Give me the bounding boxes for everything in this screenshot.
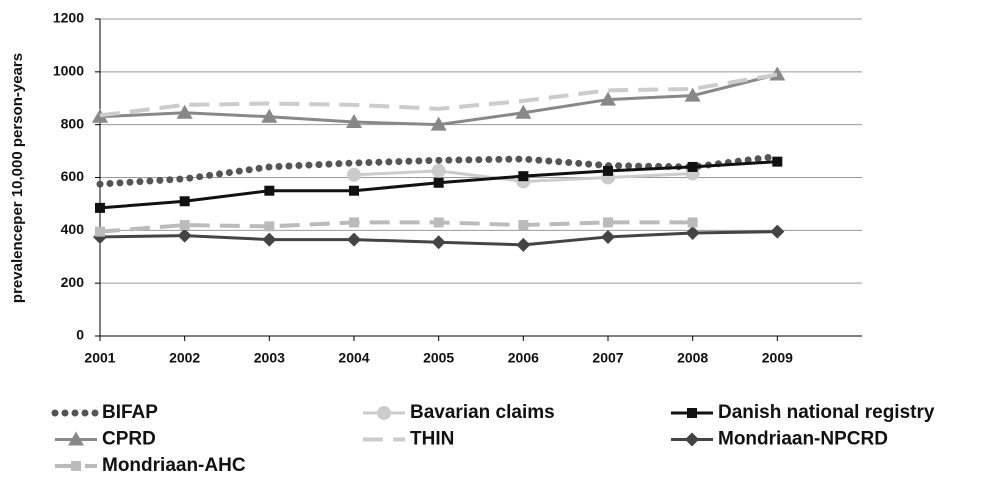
y-axis-label: prevalenceper 10,000 person-years [9, 53, 26, 303]
point [346, 114, 362, 129]
point [347, 167, 361, 182]
y-tick-label: 400 [61, 221, 85, 237]
point [433, 177, 444, 188]
point [431, 235, 446, 250]
y-tick-label: 800 [61, 115, 85, 131]
point [433, 217, 444, 228]
point [92, 108, 108, 123]
x-tick-label: 2003 [254, 350, 285, 366]
legend-label: Bavarian claims [410, 402, 555, 423]
point [176, 104, 193, 119]
point [377, 406, 391, 420]
x-tick-label: 2005 [423, 350, 454, 366]
x-tick-label: 2002 [169, 350, 200, 366]
x-tick-label: 2004 [338, 350, 369, 366]
point [685, 225, 700, 240]
point [261, 108, 278, 123]
y-tick-label: 600 [61, 168, 85, 184]
point [518, 171, 529, 182]
point [349, 217, 359, 228]
y-tick-label: 1200 [53, 10, 84, 26]
point [95, 202, 105, 213]
point [601, 229, 615, 244]
point [95, 226, 105, 237]
point [687, 408, 697, 418]
x-tick-label: 2007 [592, 350, 623, 366]
x-tick-label: 2006 [508, 350, 539, 366]
series-line [99, 220, 693, 234]
series-line [96, 152, 781, 188]
point [264, 185, 275, 196]
point [518, 220, 529, 231]
x-tick-label: 2008 [677, 350, 708, 366]
point [516, 237, 531, 252]
point [772, 156, 783, 167]
point [264, 221, 275, 232]
point [515, 104, 532, 119]
point [430, 116, 447, 131]
point [685, 432, 699, 447]
x-tick-label: 2001 [84, 350, 115, 366]
legend-label: Mondriaan-AHC [102, 455, 246, 476]
point [687, 217, 698, 228]
legend-label: THIN [410, 429, 454, 450]
point [770, 224, 785, 239]
x-tick-label: 2009 [762, 350, 793, 366]
y-tick-label: 1000 [53, 63, 84, 79]
point [179, 220, 190, 231]
point [431, 163, 446, 178]
point [177, 228, 192, 243]
point [600, 91, 616, 106]
point [349, 185, 359, 196]
legend-label: Mondriaan-NPCRD [718, 429, 888, 450]
series-line [99, 72, 778, 118]
legend-label: Danish national registry [718, 402, 935, 423]
point [68, 431, 84, 446]
point [262, 232, 277, 247]
point [179, 196, 190, 207]
legend-label: CPRD [102, 429, 156, 450]
legend-label: BIFAP [102, 402, 158, 423]
point [687, 161, 698, 172]
y-tick-label: 0 [76, 327, 84, 343]
y-tick-label: 200 [61, 274, 85, 290]
point [603, 165, 613, 176]
point [71, 461, 81, 471]
point [684, 87, 701, 102]
point [347, 232, 361, 247]
point [603, 217, 613, 228]
